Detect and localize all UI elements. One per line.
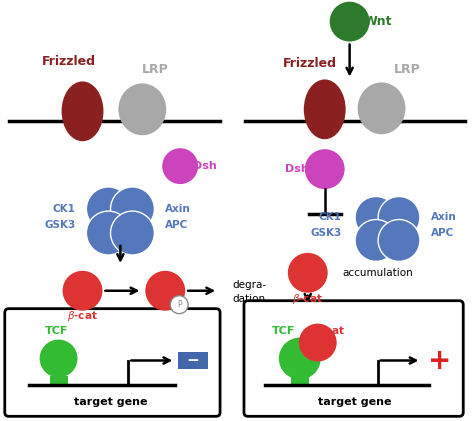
Text: Axin: Axin [431, 212, 457, 222]
Text: target gene: target gene [73, 397, 147, 408]
Text: $\beta$-cat: $\beta$-cat [292, 292, 323, 306]
Text: GSK3: GSK3 [310, 228, 342, 238]
Ellipse shape [62, 81, 103, 141]
Text: Frizzled: Frizzled [283, 57, 337, 70]
Text: target gene: target gene [318, 397, 392, 408]
Circle shape [378, 197, 420, 238]
Circle shape [162, 148, 198, 184]
Text: APC: APC [165, 220, 189, 230]
Circle shape [279, 338, 321, 379]
Text: TCF: TCF [272, 325, 295, 336]
Text: Dsh: Dsh [285, 164, 309, 174]
Circle shape [146, 271, 185, 311]
Text: APC: APC [431, 228, 455, 238]
FancyBboxPatch shape [50, 376, 68, 385]
FancyBboxPatch shape [291, 378, 309, 386]
Circle shape [288, 253, 328, 293]
Circle shape [330, 2, 370, 42]
Circle shape [378, 219, 420, 261]
Text: LRP: LRP [142, 63, 169, 76]
Text: Frizzled: Frizzled [42, 55, 96, 68]
Circle shape [355, 219, 397, 261]
Ellipse shape [118, 83, 166, 135]
FancyBboxPatch shape [5, 309, 220, 416]
Ellipse shape [357, 83, 405, 134]
Text: +: + [428, 346, 451, 375]
Text: $\beta$-cat: $\beta$-cat [314, 324, 345, 338]
Text: accumulation: accumulation [343, 268, 413, 278]
Circle shape [110, 211, 155, 255]
FancyBboxPatch shape [178, 352, 208, 370]
Circle shape [170, 296, 188, 314]
Circle shape [40, 340, 78, 378]
Text: Dsh: Dsh [193, 161, 217, 171]
Ellipse shape [304, 80, 346, 139]
Circle shape [305, 149, 345, 189]
Text: −: − [187, 353, 200, 368]
Text: P: P [177, 300, 182, 309]
Text: degra-: degra- [232, 280, 266, 290]
Circle shape [63, 271, 102, 311]
Text: LRP: LRP [394, 63, 421, 76]
Text: Wnt: Wnt [363, 15, 392, 28]
Circle shape [110, 187, 155, 231]
Circle shape [299, 324, 337, 362]
Circle shape [355, 197, 397, 238]
Text: CK1: CK1 [319, 212, 342, 222]
Text: CK1: CK1 [53, 204, 75, 214]
Text: GSK3: GSK3 [44, 220, 75, 230]
Text: Axin: Axin [165, 204, 191, 214]
Text: dation: dation [232, 294, 265, 304]
FancyBboxPatch shape [244, 301, 463, 416]
Text: TCF: TCF [45, 325, 68, 336]
Circle shape [86, 211, 130, 255]
Text: $\beta$-cat: $\beta$-cat [67, 309, 98, 322]
Circle shape [86, 187, 130, 231]
